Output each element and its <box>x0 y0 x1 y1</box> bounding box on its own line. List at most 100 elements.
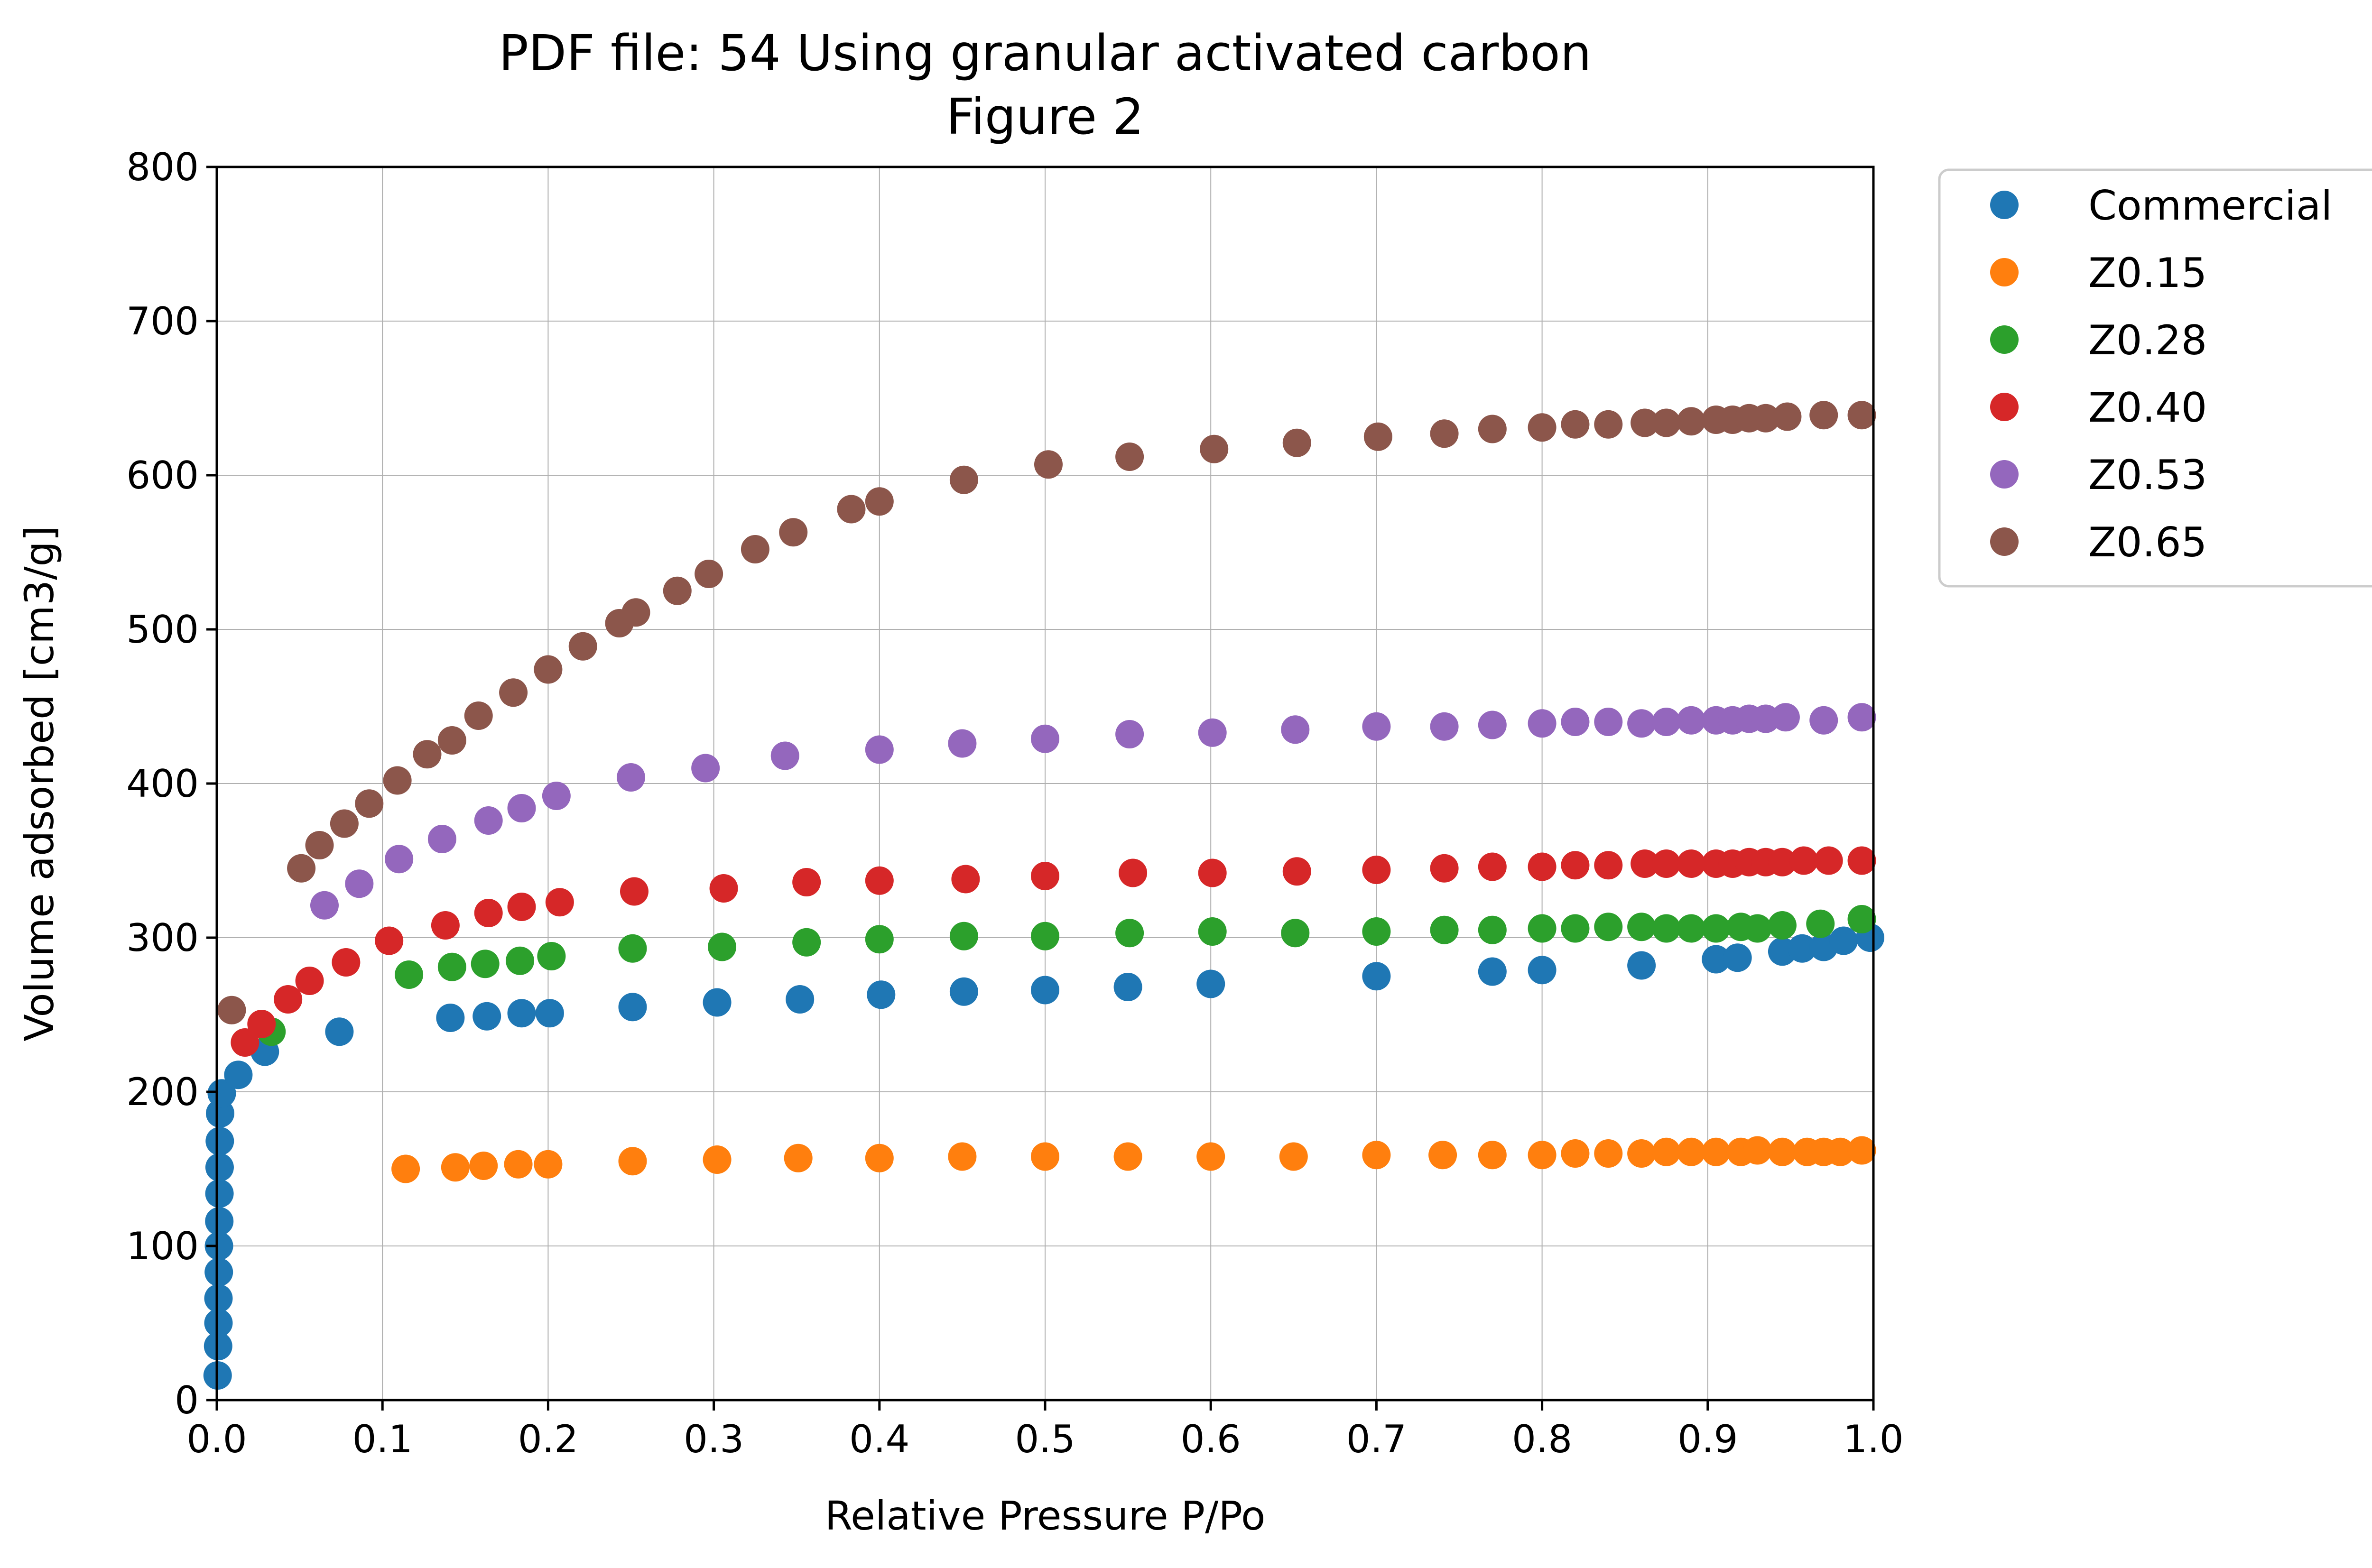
legend-label: Z0.28 <box>2088 317 2207 364</box>
legend: Commercial Z0.15 Z0.28 Z0.40 Z0.53 Z0.65 <box>1938 168 2372 588</box>
data-point <box>542 782 571 810</box>
y-tick-label: 0 <box>175 1378 199 1422</box>
data-point <box>1561 851 1590 880</box>
data-point <box>375 926 404 955</box>
data-point <box>1627 913 1656 941</box>
legend-label: Z0.15 <box>2088 249 2207 297</box>
legend-marker <box>1990 527 2019 556</box>
data-point <box>1362 712 1391 741</box>
data-point <box>207 1079 236 1108</box>
data-point <box>1115 919 1144 948</box>
data-point <box>431 911 460 940</box>
data-point <box>1847 703 1876 732</box>
data-point <box>1363 422 1392 451</box>
data-point <box>948 1142 977 1171</box>
data-point <box>1198 917 1227 946</box>
x-tick-label: 0.1 <box>352 1417 413 1461</box>
data-point <box>204 1284 233 1313</box>
legend-marker <box>1990 258 2019 286</box>
data-point <box>1743 1136 1772 1165</box>
data-point <box>1561 708 1590 736</box>
x-tick-label: 0.4 <box>849 1417 909 1461</box>
data-point <box>231 1028 259 1057</box>
data-point <box>703 1145 732 1174</box>
data-point <box>545 888 574 917</box>
data-point <box>618 993 647 1022</box>
legend-label: Z0.65 <box>2088 519 2207 566</box>
data-point <box>1113 1142 1142 1171</box>
data-point <box>1279 1142 1308 1171</box>
data-point <box>469 1152 498 1180</box>
data-point <box>1677 849 1705 878</box>
data-point <box>1528 413 1557 442</box>
data-point <box>792 928 821 957</box>
data-point <box>204 1309 233 1337</box>
data-point <box>1528 852 1557 881</box>
data-point <box>865 487 894 516</box>
data-point <box>413 740 442 769</box>
data-point <box>1478 915 1507 944</box>
chart-title: PDF file: 54 Using granular activated ca… <box>499 24 1591 82</box>
legend-label: Commercial <box>2088 182 2332 230</box>
data-point <box>1751 404 1780 433</box>
data-point <box>437 952 466 981</box>
data-point <box>332 948 361 977</box>
data-point <box>1561 410 1590 439</box>
data-point <box>741 535 769 563</box>
data-point <box>205 1153 234 1182</box>
data-point <box>1768 911 1797 940</box>
data-point <box>391 1154 420 1183</box>
data-point <box>464 701 493 730</box>
data-point <box>1362 962 1391 991</box>
data-point <box>1631 849 1659 878</box>
data-point <box>295 967 324 995</box>
data-point <box>395 960 424 989</box>
data-point <box>1652 914 1681 943</box>
data-point <box>949 922 978 950</box>
data-point <box>1702 945 1731 974</box>
data-point <box>1631 408 1659 437</box>
data-point <box>1200 434 1229 463</box>
y-tick-label: 700 <box>126 299 199 343</box>
data-point <box>205 1207 234 1236</box>
data-point <box>1652 708 1681 736</box>
data-point <box>1677 1137 1705 1166</box>
data-point <box>217 996 246 1024</box>
data-point <box>1362 856 1391 884</box>
data-point <box>1281 919 1310 948</box>
data-point <box>474 806 503 835</box>
data-point <box>1789 846 1818 875</box>
data-point <box>621 598 650 627</box>
x-tick-label: 0.2 <box>518 1417 578 1461</box>
data-point <box>1478 957 1507 986</box>
data-point <box>1561 914 1590 943</box>
data-point <box>473 1002 501 1031</box>
data-point <box>1031 724 1059 753</box>
data-point <box>441 1153 470 1182</box>
data-point <box>1430 915 1459 944</box>
data-point <box>865 735 894 764</box>
data-point <box>770 741 799 770</box>
data-point <box>1768 1137 1797 1166</box>
data-point <box>1196 969 1225 998</box>
data-point <box>709 874 738 903</box>
data-point <box>537 942 566 970</box>
data-point <box>1031 862 1059 890</box>
data-point <box>568 632 597 661</box>
data-point <box>865 1144 894 1172</box>
data-point <box>1627 709 1656 738</box>
data-point <box>1196 1142 1225 1171</box>
data-point <box>1702 1137 1731 1166</box>
data-point <box>695 560 723 588</box>
x-tick-label: 0.5 <box>1015 1417 1075 1461</box>
data-point <box>204 1232 233 1260</box>
data-point <box>1788 934 1816 963</box>
data-point <box>1198 718 1227 747</box>
x-axis-label: Relative Pressure P/Po <box>825 1493 1266 1539</box>
data-point <box>1677 914 1705 943</box>
legend-marker <box>1990 460 2019 489</box>
data-point <box>1282 857 1311 886</box>
data-point <box>1594 1139 1623 1168</box>
data-point <box>618 934 647 963</box>
data-point <box>1814 846 1843 875</box>
